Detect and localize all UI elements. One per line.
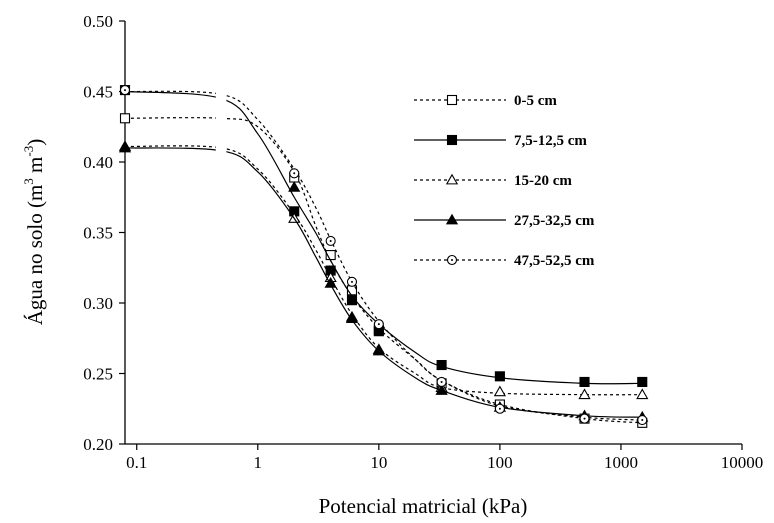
y-tick-label: 0.40 <box>83 153 113 172</box>
data-point <box>446 94 458 106</box>
data-point <box>288 181 301 192</box>
data-point-center <box>377 323 380 326</box>
axis-break-gap <box>215 19 227 440</box>
data-point-center <box>583 417 586 420</box>
legend-label: 27,5-32,5 cm <box>514 213 595 229</box>
data-point <box>493 385 507 397</box>
data-point-center <box>350 280 353 283</box>
legend-item: 47,5-52,5 cm <box>414 253 595 269</box>
legend: 0-5 cm 7,5-12,5 cm 15-20 cm 27,5-32,5 cm 47,… <box>414 93 595 269</box>
data-point-center <box>641 419 644 422</box>
data-point <box>118 141 132 153</box>
data-point-center <box>498 407 501 410</box>
data-point <box>579 376 590 388</box>
data-point <box>324 276 337 288</box>
data-point <box>445 213 459 225</box>
y-axis-title: Água no solo (m3 m-3) <box>21 139 47 326</box>
series-5 <box>119 85 648 426</box>
data-point-center <box>329 239 332 242</box>
data-point <box>372 344 385 356</box>
x-tick-label: 10 <box>370 453 387 472</box>
y-tick-label: 0.25 <box>83 365 113 384</box>
data-point <box>345 312 359 323</box>
series-2 <box>119 85 648 388</box>
x-tick-label: 1000 <box>604 453 638 472</box>
legend-label: 0-5 cm <box>514 93 557 109</box>
y-tick-label: 0.45 <box>83 83 113 102</box>
data-point <box>435 384 448 395</box>
x-tick-label: 100 <box>487 453 513 472</box>
data-point <box>636 388 649 400</box>
axis-break <box>215 19 227 440</box>
series-line <box>124 117 643 424</box>
legend-item: 0-5 cm <box>414 93 557 109</box>
data-point <box>637 376 648 388</box>
y-tick-label: 0.20 <box>83 435 113 454</box>
ticks: 0.20 0.25 0.30 0.35 0.40 0.45 0.50 0.1 1 10 100 100… <box>83 12 763 472</box>
data-point-center <box>293 172 296 175</box>
x-axis-title: Potencial matricial (kPa) <box>319 494 528 518</box>
legend-item: 15-20 cm <box>414 173 572 189</box>
data-point <box>578 388 591 400</box>
y-tick-label: 0.35 <box>83 224 113 243</box>
series-1 <box>119 113 648 428</box>
data-point <box>446 134 458 146</box>
legend-item: 7,5-12,5 cm <box>414 133 587 149</box>
data-point <box>436 359 447 371</box>
data-point-center <box>440 380 443 383</box>
series-layer <box>118 85 649 428</box>
data-point-center <box>124 89 126 92</box>
x-tick-label: 1 <box>254 453 263 472</box>
y-tick-label: 0.50 <box>83 12 113 31</box>
legend-item: 27,5-32,5 cm <box>414 213 595 229</box>
legend-label: 47,5-52,5 cm <box>514 253 595 269</box>
x-tick-label: 10000 <box>721 453 764 472</box>
x-tick-label: 0.1 <box>126 453 147 472</box>
data-point <box>445 173 459 185</box>
data-point <box>346 295 358 306</box>
y-tick-label: 0.30 <box>83 294 113 313</box>
legend-label: 15-20 cm <box>514 173 572 189</box>
legend-label: 7,5-12,5 cm <box>514 133 587 149</box>
data-point <box>119 113 131 124</box>
data-point <box>494 371 505 382</box>
data-point-center <box>451 259 453 261</box>
